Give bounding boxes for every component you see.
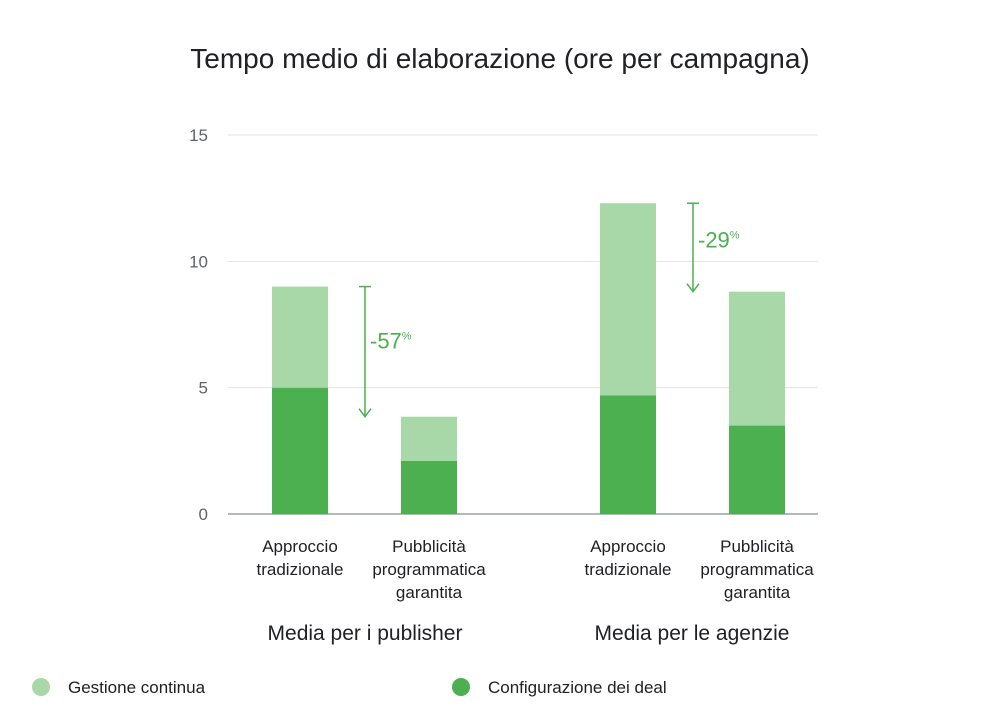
- category-label: tradizionale: [257, 560, 344, 579]
- annotation-arrow-head: [686, 283, 700, 293]
- category-label: programmatica: [372, 560, 486, 579]
- annotations: -57%-29%: [358, 202, 740, 418]
- legend-swatch: [32, 678, 50, 696]
- y-tick-label: 10: [189, 252, 208, 271]
- bar-setup: [401, 460, 457, 514]
- bar-ongoing: [272, 286, 328, 388]
- bar-setup: [272, 387, 328, 514]
- category-label: Approccio: [262, 537, 338, 556]
- bars: [272, 203, 785, 514]
- legend-label: Configurazione dei deal: [488, 678, 667, 697]
- legend-label: Gestione continua: [68, 678, 206, 697]
- bar-ongoing: [600, 203, 656, 396]
- y-tick-label: 15: [189, 126, 208, 145]
- y-tick-label: 5: [199, 379, 208, 398]
- legend: Gestione continua Configurazione dei deal: [32, 678, 667, 697]
- bar-ongoing: [729, 291, 785, 426]
- annotation-label: -29%: [698, 227, 740, 252]
- category-label: programmatica: [700, 560, 814, 579]
- category-label: Approccio: [590, 537, 666, 556]
- legend-swatch: [452, 678, 470, 696]
- annotation-unit: %: [730, 229, 740, 241]
- chart-title: Tempo medio di elaborazione (ore per cam…: [190, 43, 809, 74]
- bar-setup: [729, 425, 785, 514]
- group-label: Media per i publisher: [268, 622, 463, 645]
- annotation-arrow-head: [358, 408, 372, 418]
- category-label: garantita: [724, 583, 791, 602]
- annotation-label: -57%: [370, 328, 412, 353]
- bar-setup: [600, 395, 656, 514]
- category-label: garantita: [396, 583, 463, 602]
- category-label: tradizionale: [585, 560, 672, 579]
- bar-ongoing: [401, 416, 457, 461]
- y-axis-ticks: 0 5 10 15: [189, 126, 208, 524]
- category-label: Pubblicità: [720, 537, 794, 556]
- group-label: Media per le agenzie: [595, 622, 790, 645]
- category-label: Pubblicità: [392, 537, 466, 556]
- y-tick-label: 0: [199, 505, 208, 524]
- annotation-value: -29: [698, 227, 730, 252]
- annotation-unit: %: [402, 330, 412, 342]
- x-axis-labels: Approccio tradizionale Pubblicità programma…: [257, 537, 815, 645]
- annotation-value: -57: [370, 328, 402, 353]
